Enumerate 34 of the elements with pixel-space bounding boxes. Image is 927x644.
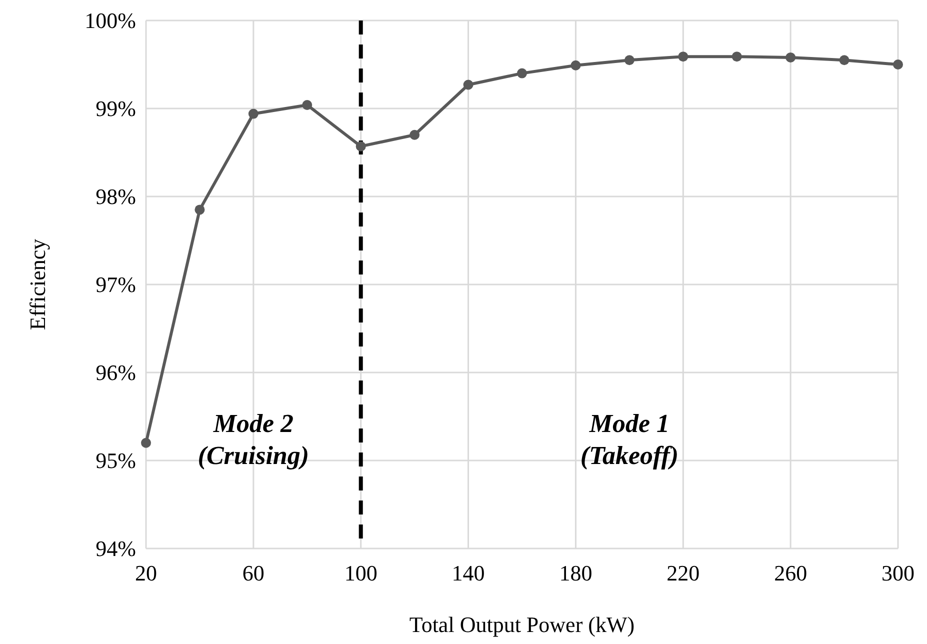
x-tick-label: 300 [882,560,914,586]
x-tick-label: 220 [666,560,700,586]
x-tick-label: 260 [774,560,808,586]
x-tick-label: 60 [242,560,264,586]
x-tick-label: 100 [344,560,378,586]
y-tick-label: 99% [96,96,136,122]
point [194,204,205,215]
y-tick-label: 98% [96,184,136,210]
annotation: Mode 1 (Takeoff) [580,409,679,470]
point [893,60,903,70]
point [141,438,151,448]
point [248,108,258,119]
y-tick-label: 97% [96,272,136,298]
point [302,100,312,110]
y-tick-label: 95% [96,448,136,474]
point [463,80,474,90]
annotation: Mode 2 (Cruising) [198,409,310,470]
x-tick-label: 20 [135,560,157,586]
point [570,60,581,70]
y-tick-label: 94% [96,536,136,562]
y-tick-label: 100% [84,8,136,34]
point [839,55,850,66]
y-tick-label: 96% [96,360,136,386]
point [517,68,527,78]
x-tick-label: 180 [559,560,592,586]
point [732,52,742,62]
x-axis-title: Total Output Power (kW) [409,612,635,637]
point [786,52,796,62]
point [356,141,366,152]
point [624,55,634,66]
point [678,52,688,62]
x-tick-label: 140 [452,560,485,586]
point [410,130,420,140]
y-axis-title: Efficiency [25,238,50,330]
